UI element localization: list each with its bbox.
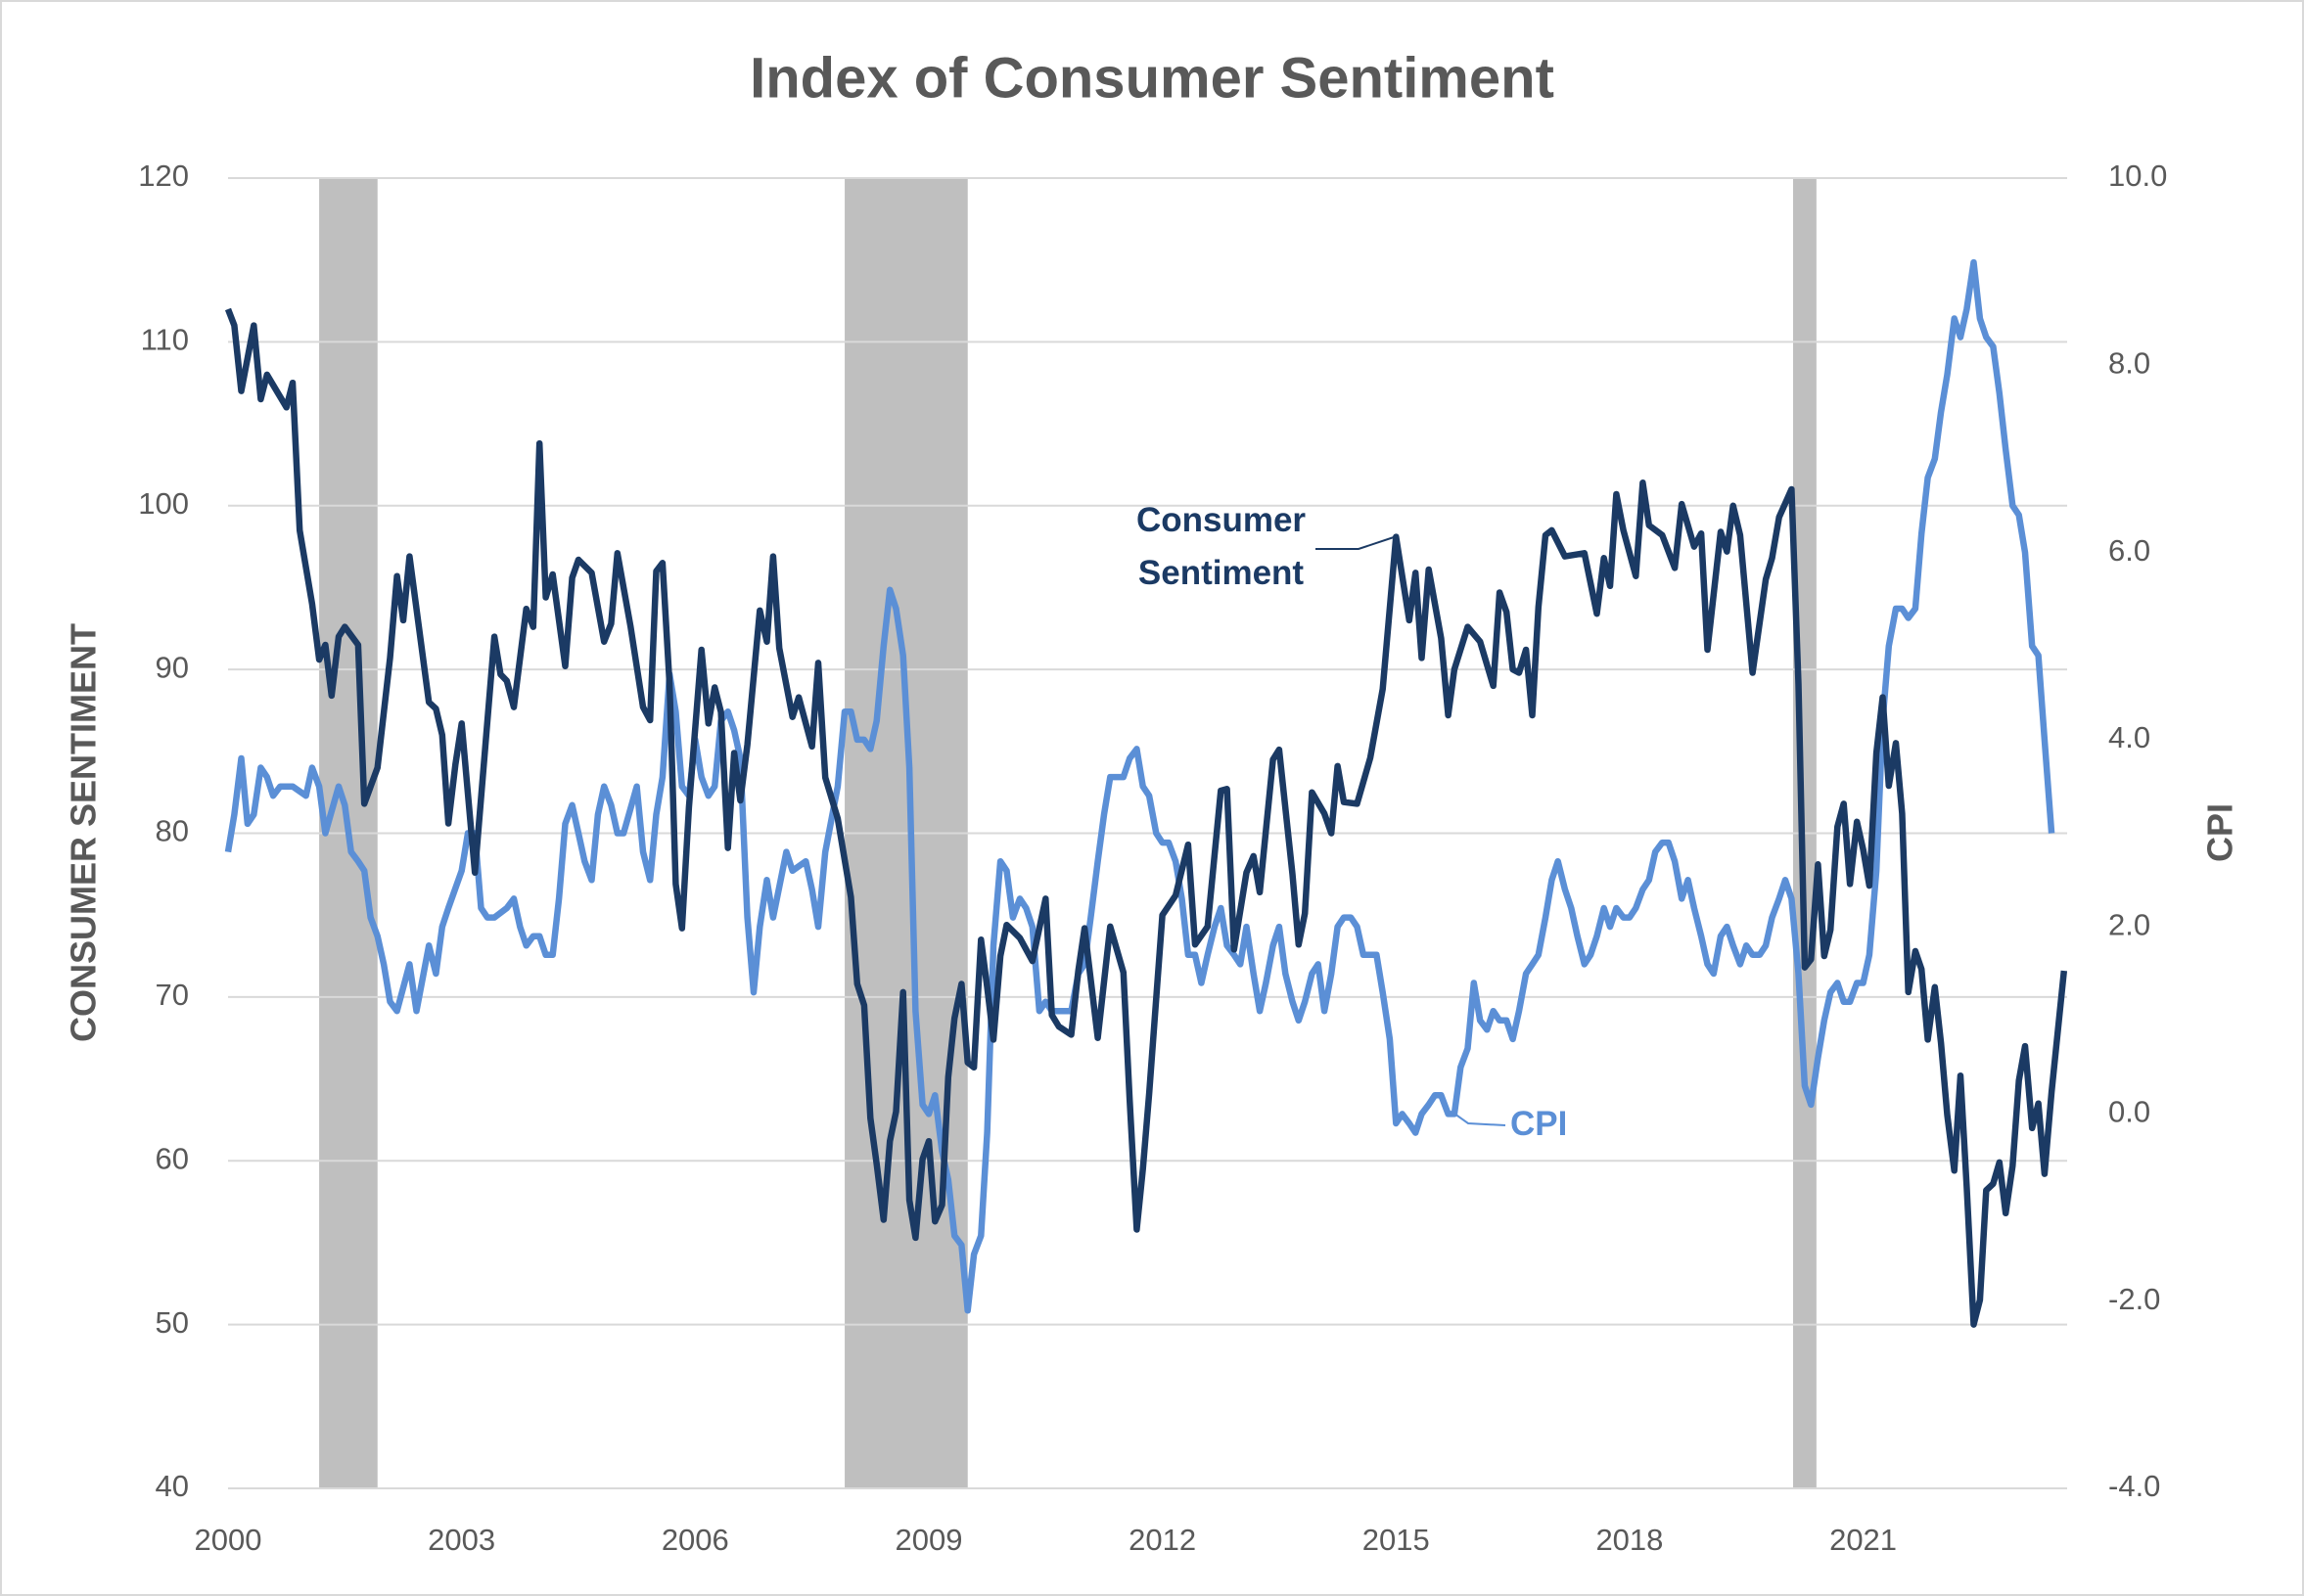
y2-tick-label: 2.0	[2108, 907, 2150, 941]
y2-tick-label: -4.0	[2108, 1469, 2160, 1503]
y-tick-label: 90	[156, 650, 189, 684]
y-tick-label: 100	[138, 486, 189, 521]
y-tick-label: 80	[156, 814, 189, 848]
tick-label-layer: 40 50 60 70 80 90 100 110 120 -4.0 -2.0 0.0 2.0 4.0 6.…	[138, 159, 2167, 1557]
x-tick-label: 2009	[895, 1523, 962, 1557]
y2-tick-label: 8.0	[2108, 345, 2150, 380]
annotation-connector	[1315, 535, 1398, 550]
y-axis-title: CONSUMER SENTIMENT	[64, 623, 104, 1042]
series-line	[224, 307, 2068, 1328]
y-tick-label: 60	[156, 1141, 189, 1175]
annotation-connector	[1453, 1113, 1506, 1126]
y-tick-label: 110	[141, 323, 189, 357]
x-tick-label: 2003	[428, 1523, 495, 1557]
y2-tick-label: 6.0	[2108, 533, 2150, 568]
y-tick-label: 70	[156, 978, 189, 1012]
x-tick-label: 2012	[1129, 1523, 1196, 1557]
line-layer	[224, 258, 2068, 1328]
y-tick-label: 40	[156, 1469, 189, 1503]
y2-tick-label: 10.0	[2108, 159, 2167, 193]
y2-tick-label: -2.0	[2108, 1282, 2160, 1316]
y-tick-label: 120	[138, 159, 189, 193]
y2-tick-label: 4.0	[2108, 720, 2150, 754]
series-annotation: Consumer Sentiment	[1135, 501, 1307, 593]
y-tick-label: 50	[156, 1305, 189, 1340]
y2-axis-title: CPI	[2200, 803, 2240, 862]
chart-title: Index of Consumer Sentiment	[750, 46, 1554, 110]
x-tick-label: 2021	[1829, 1523, 1897, 1557]
x-tick-label: 2018	[1595, 1523, 1663, 1557]
x-tick-label: 2006	[662, 1523, 729, 1557]
x-tick-label: 2015	[1362, 1523, 1430, 1557]
series-annotation: CPI	[1510, 1105, 1568, 1143]
y2-tick-label: 0.0	[2108, 1095, 2150, 1129]
x-tick-label: 2000	[195, 1523, 262, 1557]
